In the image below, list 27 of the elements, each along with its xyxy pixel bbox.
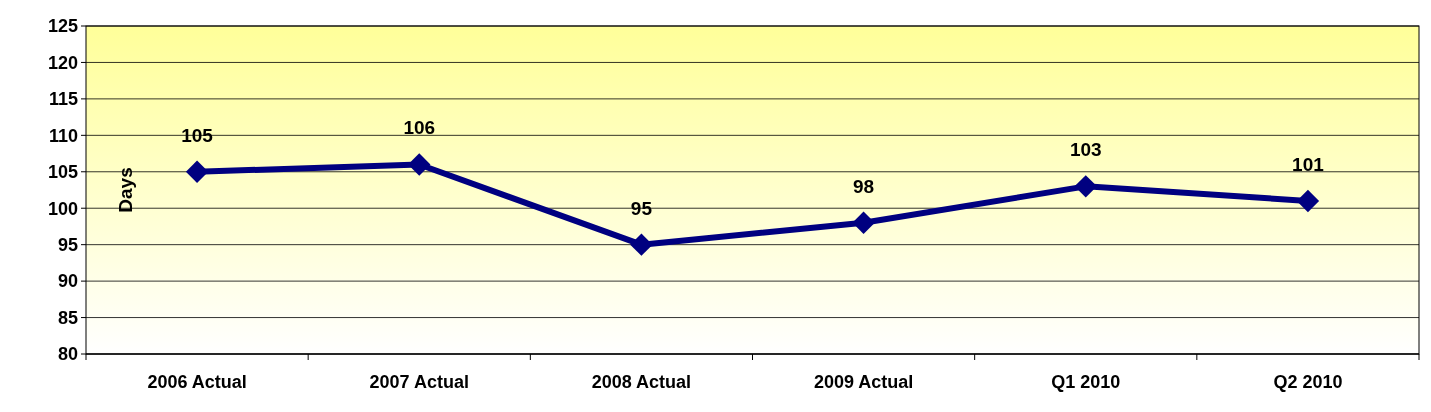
point: [1074, 175, 1097, 198]
data-label: 106: [403, 117, 436, 139]
x-tick-label: 2007 Actual: [369, 372, 469, 392]
data-label: 98: [853, 175, 875, 197]
point: [852, 211, 875, 234]
y-tick-label: 120: [47, 52, 78, 73]
point: [408, 153, 431, 176]
data-label: 101: [1292, 153, 1325, 175]
y-tick-label: 115: [48, 89, 78, 110]
x-tick-label: 2008 Actual: [591, 372, 692, 392]
point: [1296, 189, 1320, 213]
x-tick-label: Q1 2010: [1051, 372, 1121, 392]
point: [185, 160, 209, 183]
y-tick-label: 110: [48, 125, 78, 146]
x-tick-label: 2006 Actual: [147, 372, 247, 392]
point: [630, 233, 653, 256]
y-tick-label: 95: [57, 234, 78, 255]
y-tick-label: 85: [57, 307, 78, 328]
y-tick-label: 125: [47, 16, 78, 37]
y-tick-label: 100: [47, 198, 78, 219]
x-tick-label: 2009 Actual: [813, 372, 914, 392]
x-tick-label: Q2 2010: [1273, 372, 1343, 392]
y-tick-label: 105: [47, 162, 78, 183]
y-axis-title: Days: [115, 167, 136, 213]
y-tick-label: 90: [57, 271, 78, 292]
y-tick-label: 80: [57, 344, 78, 365]
data-label: 103: [1069, 139, 1102, 161]
